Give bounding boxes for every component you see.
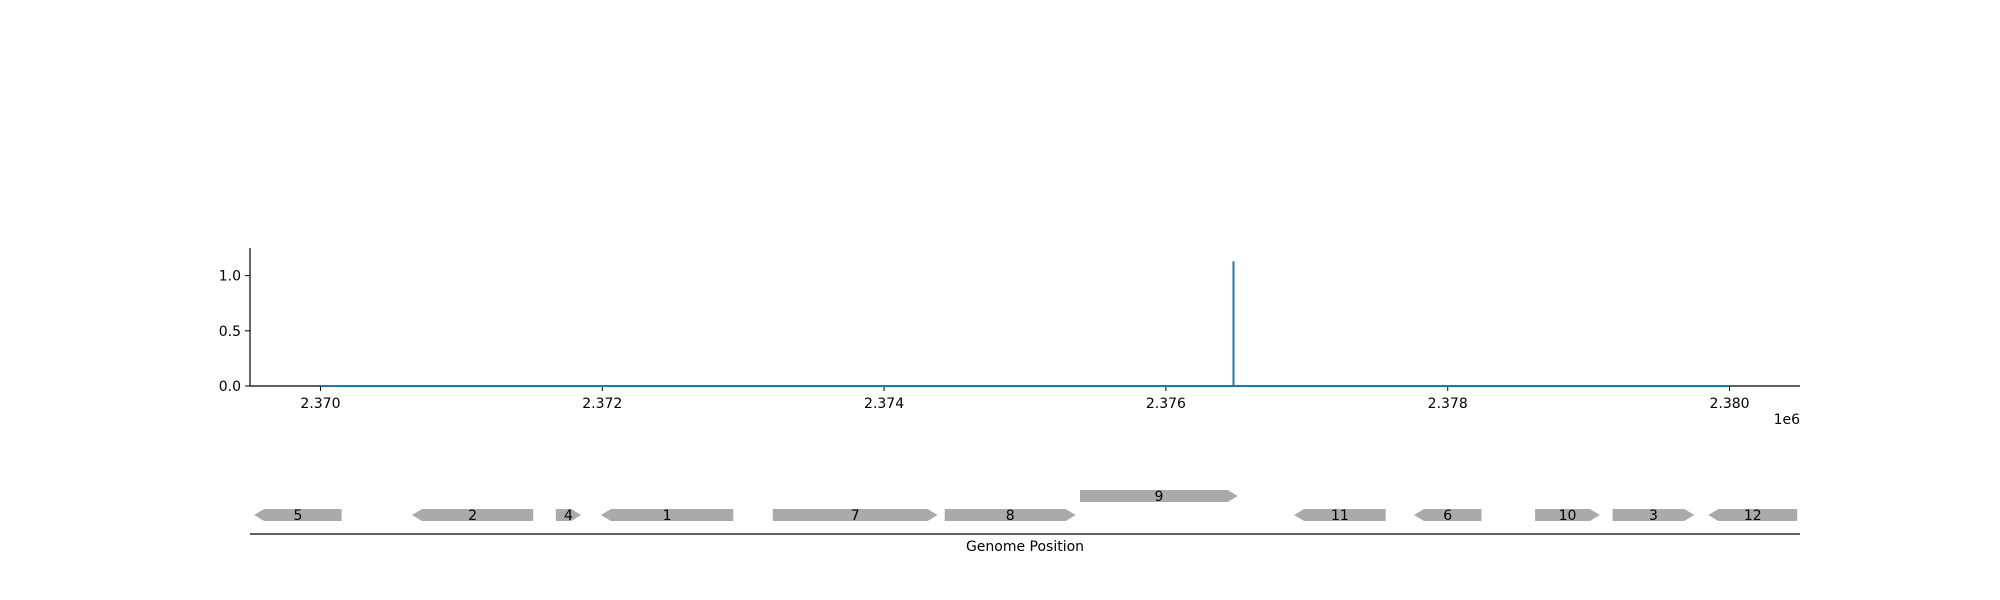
gene-arrow [1413,509,1482,521]
x-tick-label: 2.370 [300,396,340,412]
y-tick-label: 0.5 [219,324,241,340]
gene-arrow [1080,490,1238,502]
x-tick-label: 2.372 [582,396,622,412]
coverage-panel: 0.0 0.5 1.0 2.370 2.372 2.374 2.376 2.378 2.380… [219,248,1800,428]
x-offset-label: 1e6 [1774,412,1801,428]
gene-arrow [412,509,534,521]
gene-features: 5 2 4 1 7 8 9 11 6 10 3 12 [254,489,1798,524]
y-ticks: 0.0 0.5 1.0 [219,269,250,395]
x-ticks: 2.370 2.372 2.374 2.376 2.378 2.380 [300,386,1750,412]
gene-label: 10 [1559,508,1577,524]
x-tick-label: 2.374 [864,396,904,412]
gene-label: 3 [1649,508,1658,524]
gene-label: 6 [1443,508,1452,524]
x-tick-label: 2.376 [1146,396,1186,412]
x-tick-label: 2.378 [1428,396,1468,412]
gene-label: 1 [663,508,672,524]
gene-arrow [600,509,734,521]
gene-arrow [772,509,938,521]
gene-track: 5 2 4 1 7 8 9 11 6 10 3 12 Genome Position [250,489,1800,555]
gene-label: 7 [851,508,860,524]
gene-arrow [944,509,1076,521]
gene-label: 8 [1006,508,1015,524]
gene-arrow [1535,509,1600,521]
gene-label: 12 [1744,508,1762,524]
gene-label: 5 [293,508,302,524]
x-axis-label: Genome Position [966,539,1084,555]
gene-arrow [1294,509,1386,521]
gene-label: 2 [468,508,477,524]
y-tick-label: 1.0 [219,269,241,285]
gene-arrow [1708,509,1798,521]
coverage-line [320,261,1730,387]
gene-arrow [555,509,582,521]
y-tick-label: 0.0 [219,379,241,395]
gene-label: 4 [564,508,573,524]
gene-label: 9 [1154,489,1163,505]
gene-label: 11 [1331,508,1349,524]
x-tick-label: 2.380 [1709,396,1749,412]
gene-arrow [1612,509,1695,521]
gene-arrow [254,509,342,521]
